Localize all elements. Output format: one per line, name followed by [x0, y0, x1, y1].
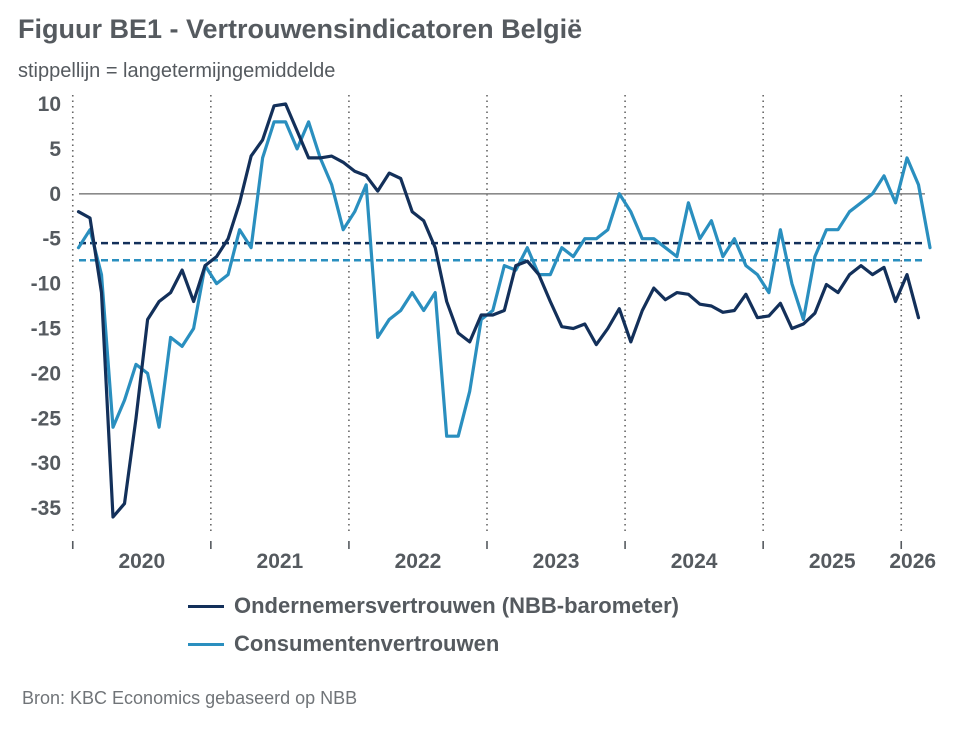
- y-tick-label: -20: [31, 362, 61, 385]
- y-tick-label: -25: [31, 407, 62, 430]
- x-tick-label-2021: 2021: [257, 550, 304, 573]
- legend-swatch-business: [188, 604, 224, 608]
- x-tick-label-2024: 2024: [671, 550, 718, 573]
- y-tick-label: 10: [38, 93, 61, 116]
- y-tick-label: -15: [31, 317, 62, 340]
- source-note: Bron: KBC Economics gebaseerd op NBB: [22, 688, 358, 708]
- y-tick-label: -30: [31, 452, 61, 475]
- x-tick-label-2020: 2020: [118, 550, 165, 573]
- chart-title: Figuur BE1 - Vertrouwensindicatoren Belg…: [18, 14, 583, 44]
- y-tick-label: -5: [42, 228, 61, 251]
- y-tick-label: 0: [49, 183, 61, 206]
- y-tick-label: -10: [31, 273, 61, 296]
- y-tick-label: -35: [31, 497, 62, 520]
- series-line-business: [76, 102, 921, 519]
- line-chart: 10 5 0 -5 -10 -15 -20 -25 -30 -35 2020 2021 2022 2023…: [31, 93, 936, 573]
- y-tick-label: 5: [49, 138, 61, 161]
- x-tick-label-2022: 2022: [395, 550, 442, 573]
- legend-swatch-consumer: [188, 642, 224, 646]
- x-tick-label-2026: 2026: [889, 550, 936, 573]
- legend-label-consumer: Consumentenvertrouwen: [234, 631, 500, 656]
- x-tick-label-2025: 2025: [809, 550, 856, 573]
- legend-item-business: Ondernemersvertrouwen (NBB-barometer): [188, 592, 679, 620]
- chart-subtitle: stippellijn = langetermijngemiddelde: [18, 60, 336, 82]
- legend-label-business: Ondernemersvertrouwen (NBB-barometer): [234, 593, 679, 618]
- legend-item-consumer: Consumentenvertrouwen: [188, 630, 499, 658]
- x-tick-label-2023: 2023: [533, 550, 580, 573]
- series-line-consumer: [76, 120, 932, 438]
